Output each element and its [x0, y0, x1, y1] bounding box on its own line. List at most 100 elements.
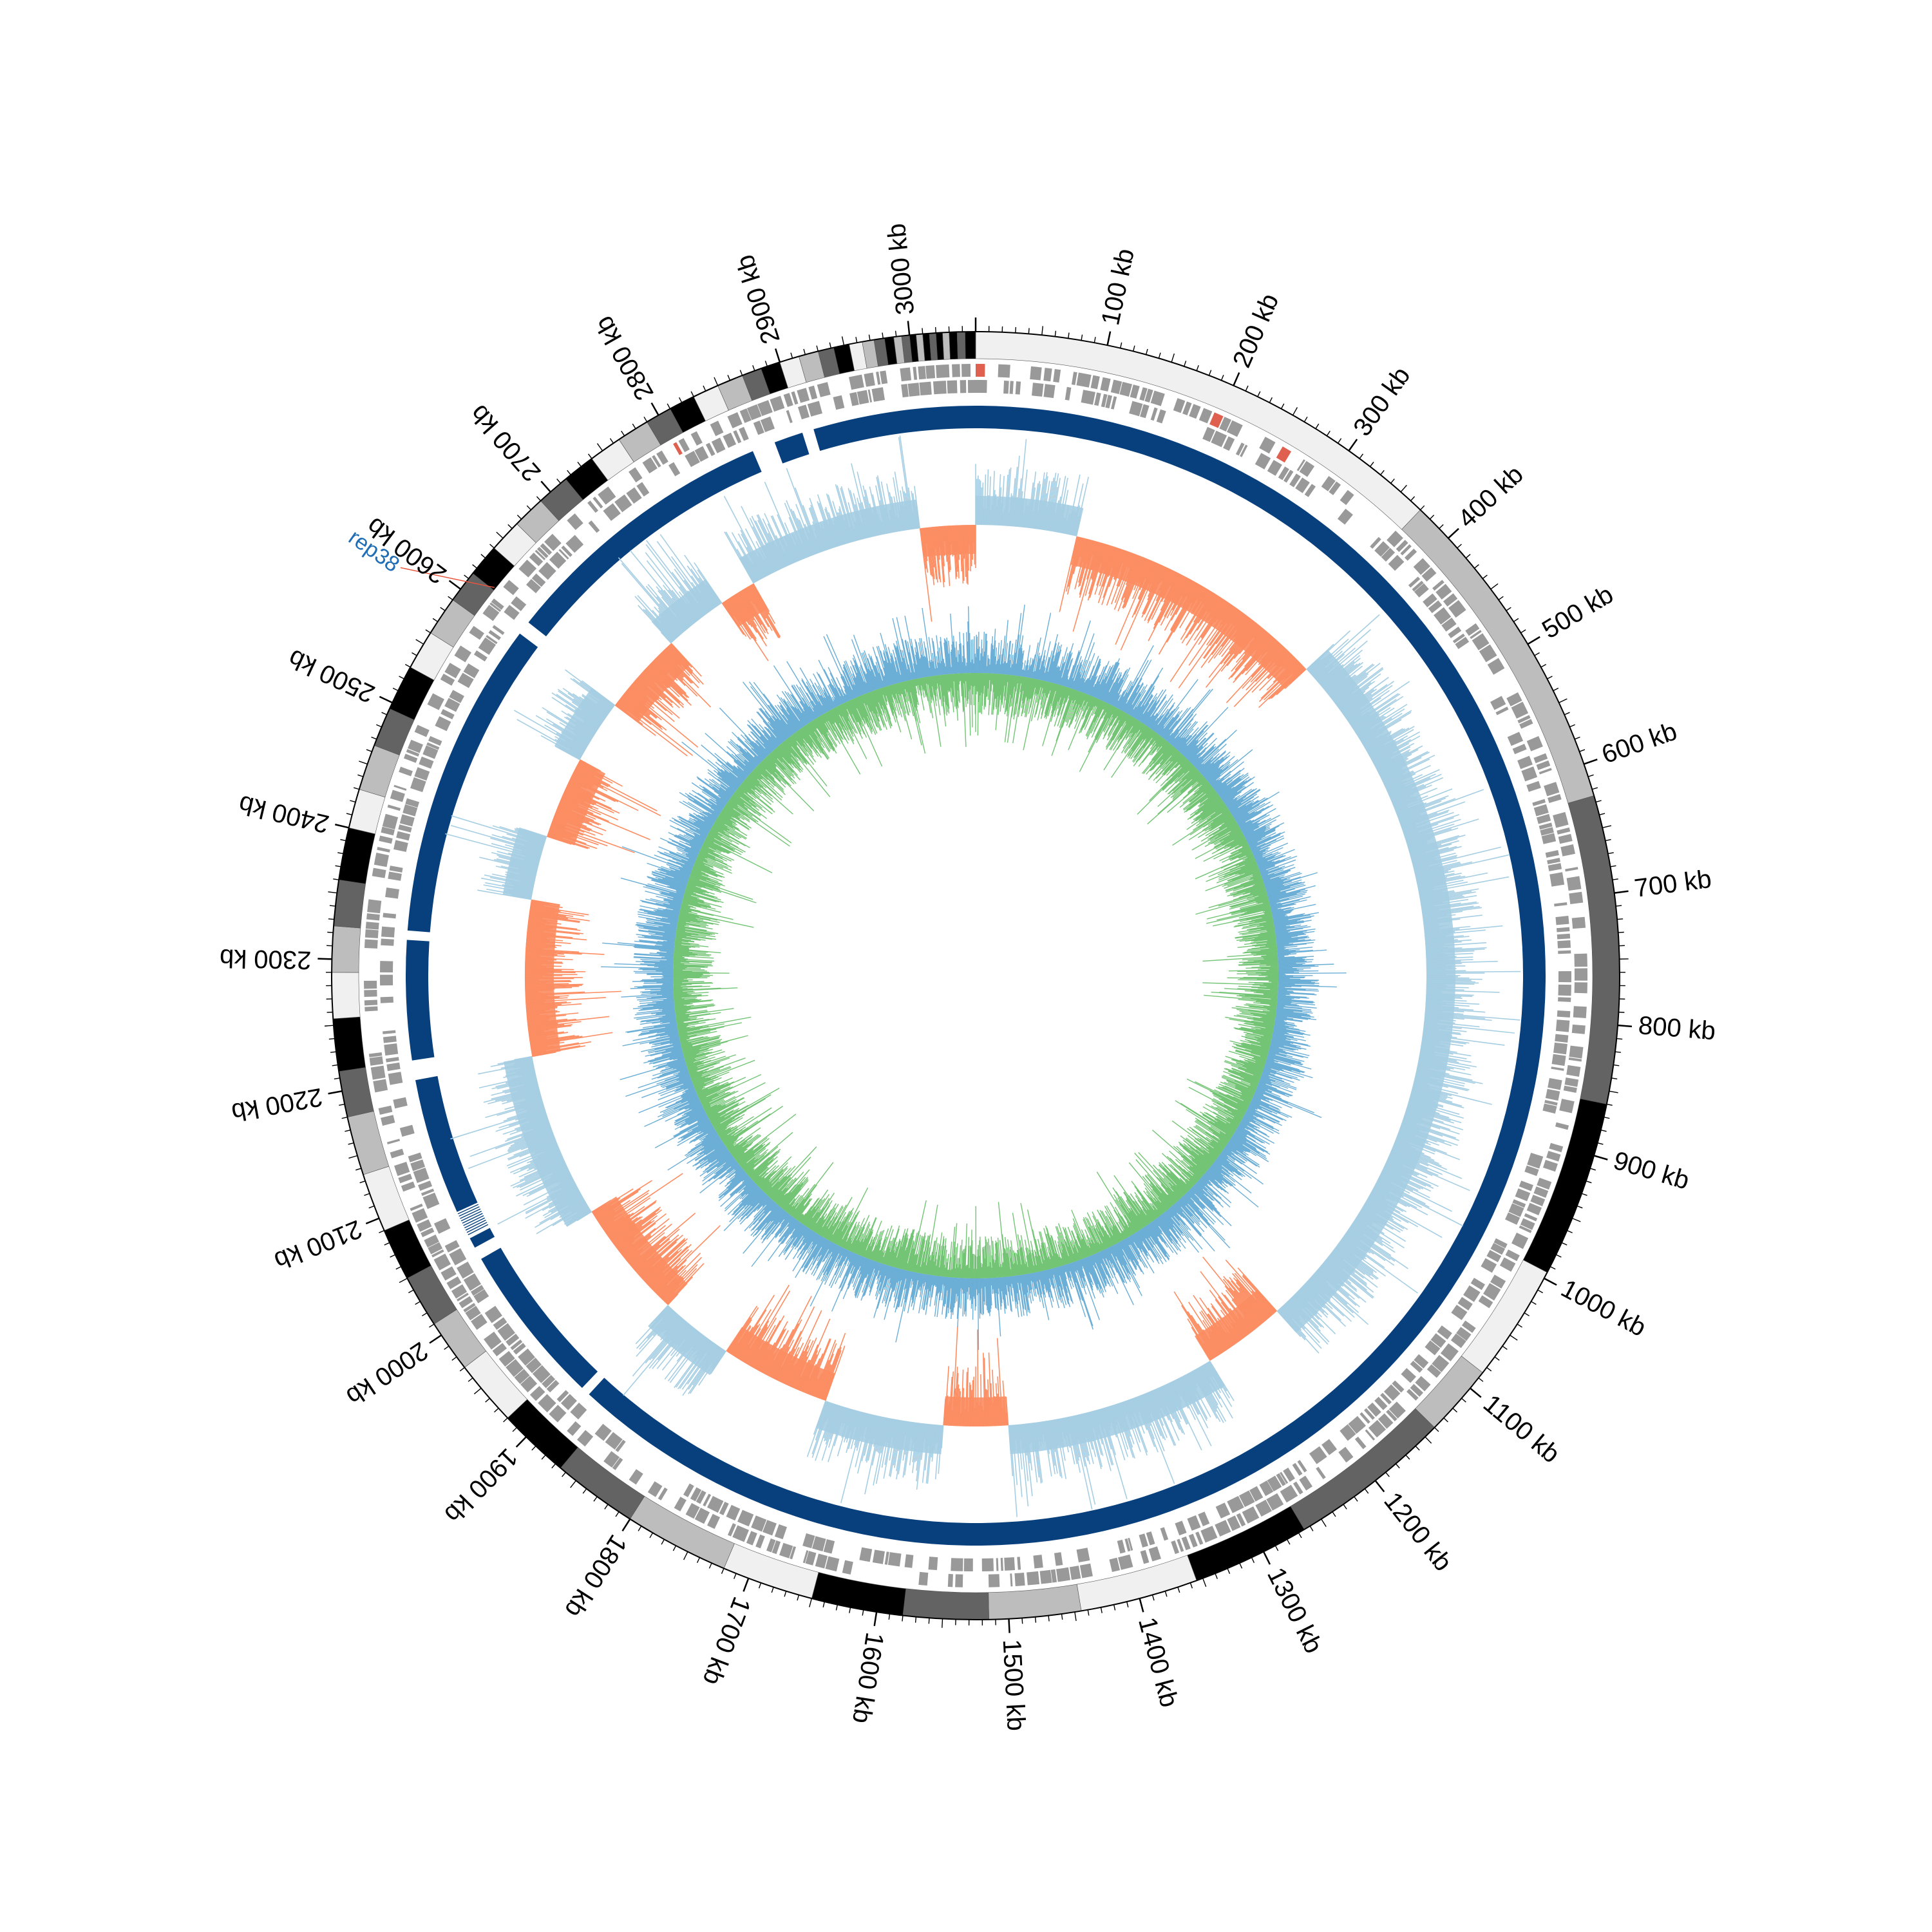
gene-box	[1140, 1549, 1150, 1564]
gene-box	[1563, 1085, 1577, 1093]
gc-bar	[1090, 1411, 1104, 1456]
gc-bar	[1399, 813, 1421, 822]
gene-box	[399, 814, 415, 827]
gc-bar	[1398, 789, 1484, 821]
gene-box	[381, 826, 395, 836]
gc-bar	[1423, 923, 1439, 926]
gene-box	[1156, 409, 1166, 424]
gc-bar	[1426, 960, 1498, 964]
gene-box	[542, 1374, 556, 1388]
gc-bar	[1011, 1425, 1018, 1485]
gc-bar	[504, 1084, 539, 1094]
gene-box	[1321, 476, 1336, 491]
gc-bar	[525, 954, 565, 957]
minor-tick	[714, 377, 719, 386]
gc-bar	[1223, 1276, 1263, 1324]
gc-bar	[1425, 1015, 1464, 1020]
gc-bar	[1184, 590, 1210, 630]
gc-bar	[526, 949, 605, 955]
gc-bar	[1234, 1273, 1273, 1316]
gc-bar	[1422, 1036, 1470, 1044]
gc-bar	[1285, 1302, 1302, 1320]
gc-bar	[1054, 496, 1061, 532]
gc-bar	[671, 1324, 691, 1348]
gc-bar	[635, 1306, 670, 1345]
gc-bar	[602, 1220, 615, 1229]
gc-bar	[1147, 565, 1163, 597]
gene-box	[503, 580, 519, 596]
gc-bar	[1113, 549, 1125, 580]
gene-box	[384, 1043, 399, 1056]
gene-box	[1400, 544, 1412, 556]
minor-tick	[1354, 1496, 1358, 1502]
gene-box	[1440, 1343, 1459, 1361]
gc-bar	[850, 1410, 857, 1432]
gc-bar	[609, 1217, 638, 1239]
minor-tick	[649, 1532, 654, 1539]
gc-bar	[598, 1189, 650, 1224]
gc-bar	[745, 1327, 768, 1364]
gc-bar	[1138, 1396, 1151, 1426]
gc-bar	[1358, 708, 1405, 738]
gc-bar	[598, 1211, 616, 1223]
gc-bar	[1363, 730, 1392, 748]
alignment-fragment	[463, 1215, 484, 1226]
minor-tick	[1586, 1180, 1592, 1184]
gc-bar	[1331, 672, 1367, 700]
contig-segment	[965, 331, 976, 359]
gc-bar	[866, 1415, 878, 1463]
gc-bar	[526, 1001, 567, 1005]
gc-bar	[1318, 666, 1340, 685]
gc-bar	[1128, 553, 1135, 568]
gc-bar	[898, 1420, 904, 1452]
gc-bar	[1233, 617, 1250, 639]
minor-tick	[328, 891, 337, 894]
gene-box	[1487, 658, 1505, 675]
major-tick	[317, 958, 332, 960]
gc-bar	[1385, 781, 1403, 790]
gc-bar	[1205, 623, 1258, 688]
gene-box	[1329, 481, 1341, 495]
gene-box	[1557, 827, 1571, 835]
gc-bar	[983, 1358, 987, 1426]
gc-bar	[1245, 648, 1286, 691]
gc-bar	[1356, 715, 1385, 735]
alignment-fragment	[468, 1224, 489, 1235]
gene-box	[1130, 384, 1140, 399]
gc-bar	[1292, 1296, 1325, 1329]
gc-bar	[983, 1352, 985, 1426]
gene-box	[1452, 633, 1465, 643]
minor-tick	[1465, 554, 1471, 559]
gc-bar	[607, 1200, 657, 1236]
gc-bar	[1166, 578, 1189, 619]
gc-bar	[525, 983, 569, 985]
gene-box	[419, 756, 434, 769]
gc-bar	[1238, 627, 1262, 654]
gc-bar	[1350, 1224, 1383, 1246]
minor-tick	[364, 1193, 370, 1196]
gene-box	[386, 1139, 401, 1144]
minor-tick	[803, 348, 806, 355]
gc-bar	[1105, 1406, 1112, 1424]
gc-bar	[1314, 1272, 1329, 1285]
minor-tick	[1251, 1557, 1255, 1563]
minor-tick	[570, 1480, 576, 1488]
gene-box	[694, 446, 709, 462]
gc-bar	[729, 1319, 752, 1354]
gc-bar	[1221, 618, 1252, 658]
gc-bar	[1419, 1054, 1457, 1062]
minor-tick	[1177, 1587, 1180, 1593]
gc-bar	[528, 920, 551, 925]
gc-bar	[509, 1066, 535, 1072]
gc-bar	[658, 1253, 701, 1296]
gc-bar	[842, 1408, 849, 1427]
gc-bar	[558, 1191, 581, 1206]
gc-bar	[1372, 1188, 1407, 1208]
gc-bar	[1025, 506, 1029, 528]
gc-bar	[508, 1134, 554, 1153]
gene-box	[842, 1560, 853, 1575]
gene-box	[1000, 1558, 1003, 1571]
gc-bar	[1019, 498, 1024, 527]
gc-bar	[513, 885, 534, 891]
gc-bar	[514, 1096, 542, 1105]
